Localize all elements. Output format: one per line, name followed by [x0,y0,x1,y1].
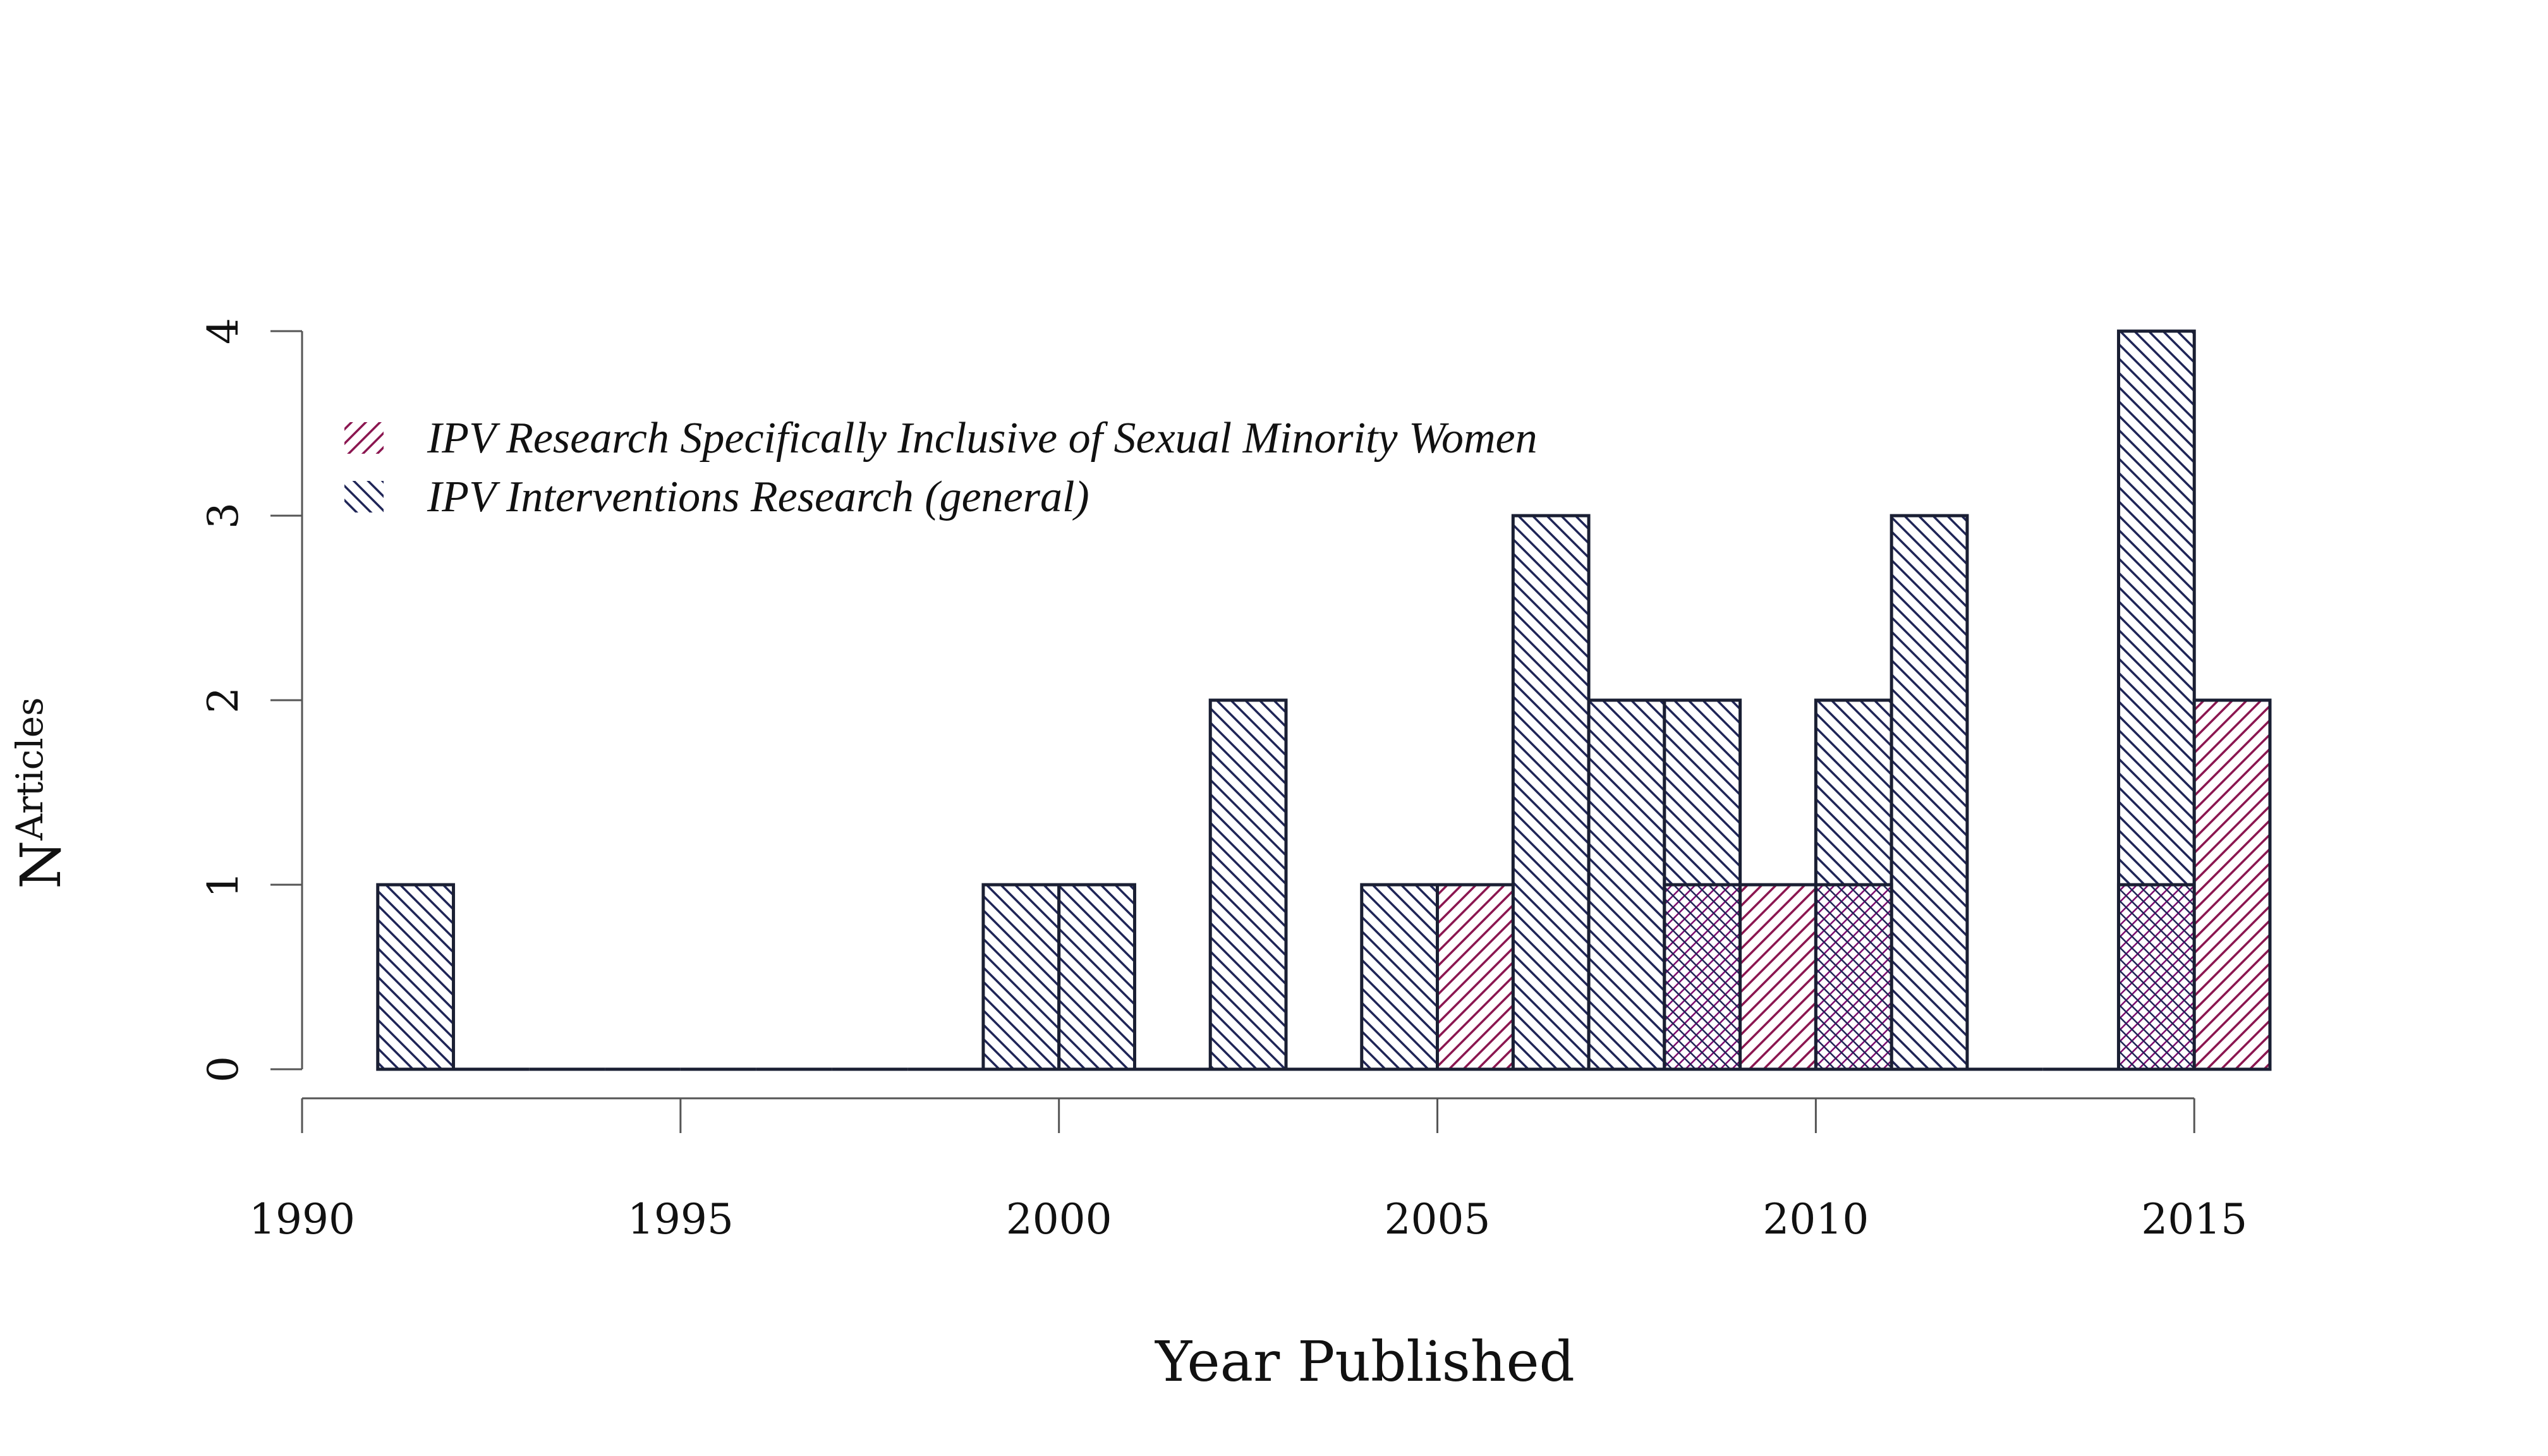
legend-swatch-sexual-minority [344,422,384,454]
y-axis-title-main: N [8,840,73,889]
x-tick-label: 2010 [1762,1195,1869,1244]
bar-sexual-minority [1738,883,1817,1071]
x-tick-label: 2000 [1006,1195,1112,1244]
bar-general [1890,514,1969,1071]
legend-swatch-general [344,481,384,513]
y-tick-label: 0 [199,1056,248,1083]
x-tick-label: 1995 [628,1195,734,1244]
axes: 0 1 2 3 4 1990 1995 2000 2005 2010 2015 [199,318,2247,1244]
bar-general [1511,514,1591,1071]
bar-sexual-minority [1663,883,1742,1071]
bar-sexual-minority [1436,883,1515,1071]
bar-sexual-minority [1814,883,1893,1071]
y-tick-label: 2 [199,687,248,713]
y-tick-label: 4 [199,318,248,344]
y-axis-title-sub: Articles [8,697,51,841]
y-tick-label: 1 [199,871,248,898]
legend-label-general: IPV Interventions Research (general) [427,473,1089,521]
x-tick-label: 1990 [249,1195,355,1244]
bar-general [1208,698,1288,1071]
bar-general [1360,883,1440,1071]
x-tick-label: 2005 [1385,1195,1491,1244]
bar-general [1587,698,1666,1071]
bar-general [1057,883,1136,1071]
series-sexual-minority-bars [1436,698,2272,1071]
bar-general [981,883,1061,1071]
x-tick-label: 2015 [2141,1195,2247,1244]
y-tick-label: 3 [199,502,248,529]
legend: IPV Research Specifically Inclusive of S… [344,414,1538,521]
legend-label-sexual-minority: IPV Research Specifically Inclusive of S… [427,414,1538,463]
bar-general [376,883,456,1071]
y-axis-title: NArticles [8,697,73,889]
bar-sexual-minority [2192,698,2272,1071]
bar-sexual-minority [2116,883,2196,1071]
x-axis-title: Year Published [1155,1329,1575,1394]
